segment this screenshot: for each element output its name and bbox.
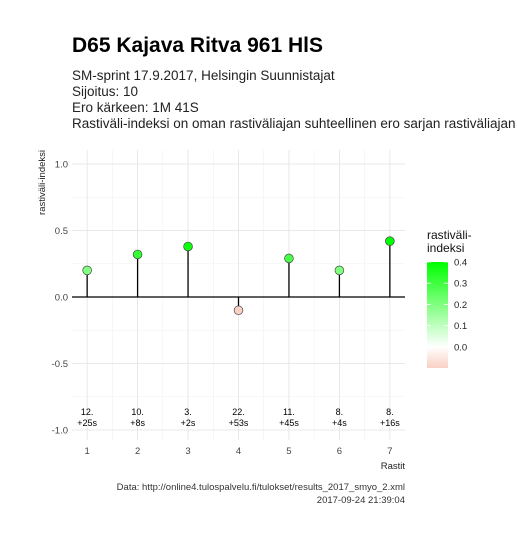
legend-tick-label: 0.0 <box>454 342 467 353</box>
y-tick-label: -1.0 <box>52 426 68 437</box>
timestamp-caption: 2017-09-24 21:39:04 <box>316 495 405 506</box>
data-source-caption: Data: http://online4.tulospalvelu.fi/tul… <box>116 482 405 493</box>
legend-title-line2: indeksi <box>427 241 464 255</box>
leg-diff-label: +4s <box>332 418 347 428</box>
x-tick-label: 6 <box>337 446 342 457</box>
lollipop-point <box>82 265 92 276</box>
leg-rank-label: 10. <box>131 407 144 417</box>
y-tick-label: 0.0 <box>55 293 68 304</box>
leg-rank-label: 3. <box>184 407 192 417</box>
y-tick-label: 0.5 <box>55 226 68 237</box>
description-text: Rastiväli-indeksi on oman rastiväliajan … <box>72 116 517 131</box>
x-tick-label: 3 <box>185 446 190 457</box>
legend-colorbar <box>427 262 448 368</box>
leg-diff-label: +53s <box>229 418 249 428</box>
legend-tick-label: 0.4 <box>454 258 467 269</box>
leg-diff-label: +2s <box>181 418 196 428</box>
placement-text: Sijoitus: 10 <box>72 84 139 99</box>
legend-title: rastiväli- <box>427 228 472 242</box>
leg-diff-label: +8s <box>130 418 145 428</box>
x-axis-title: Rastit <box>381 461 406 472</box>
lollipop-point <box>385 236 395 246</box>
leg-diff-label: +16s <box>380 418 400 428</box>
leg-rank-label: 8. <box>386 407 394 417</box>
y-axis-title: rastiväli-indeksi <box>37 150 48 215</box>
leg-rank-label: 22. <box>232 407 245 417</box>
legend-tick-label: 0.3 <box>454 279 467 290</box>
lollipop-point <box>233 305 244 316</box>
chart-subtitle: SM-sprint 17.9.2017, Helsingin Suunnista… <box>72 68 335 83</box>
leg-rank-label: 11. <box>283 407 295 417</box>
leg-diff-label: +25s <box>77 418 97 428</box>
y-tick-label: 1.0 <box>55 160 68 171</box>
lollipop-point <box>284 253 294 264</box>
legend-tick-label: 0.1 <box>454 321 467 332</box>
x-tick-label: 4 <box>236 446 241 457</box>
leg-rank-label: 8. <box>336 407 344 417</box>
y-tick-label: -0.5 <box>52 359 68 370</box>
leg-rank-label: 12. <box>81 407 94 417</box>
lollipop-point <box>334 265 345 276</box>
leg-diff-label: +45s <box>279 418 299 428</box>
lollipop-point <box>183 241 193 252</box>
x-tick-label: 2 <box>135 446 140 457</box>
chart-title: D65 Kajava Ritva 961 HlS <box>72 34 323 57</box>
gap-to-leader-text: Ero kärkeen: 1M 41S <box>72 100 199 115</box>
x-tick-label: 7 <box>387 446 392 457</box>
x-tick-label: 5 <box>286 446 291 457</box>
x-tick-label: 1 <box>84 446 89 457</box>
lollipop-point <box>132 249 143 260</box>
legend-tick-label: 0.2 <box>454 300 467 311</box>
